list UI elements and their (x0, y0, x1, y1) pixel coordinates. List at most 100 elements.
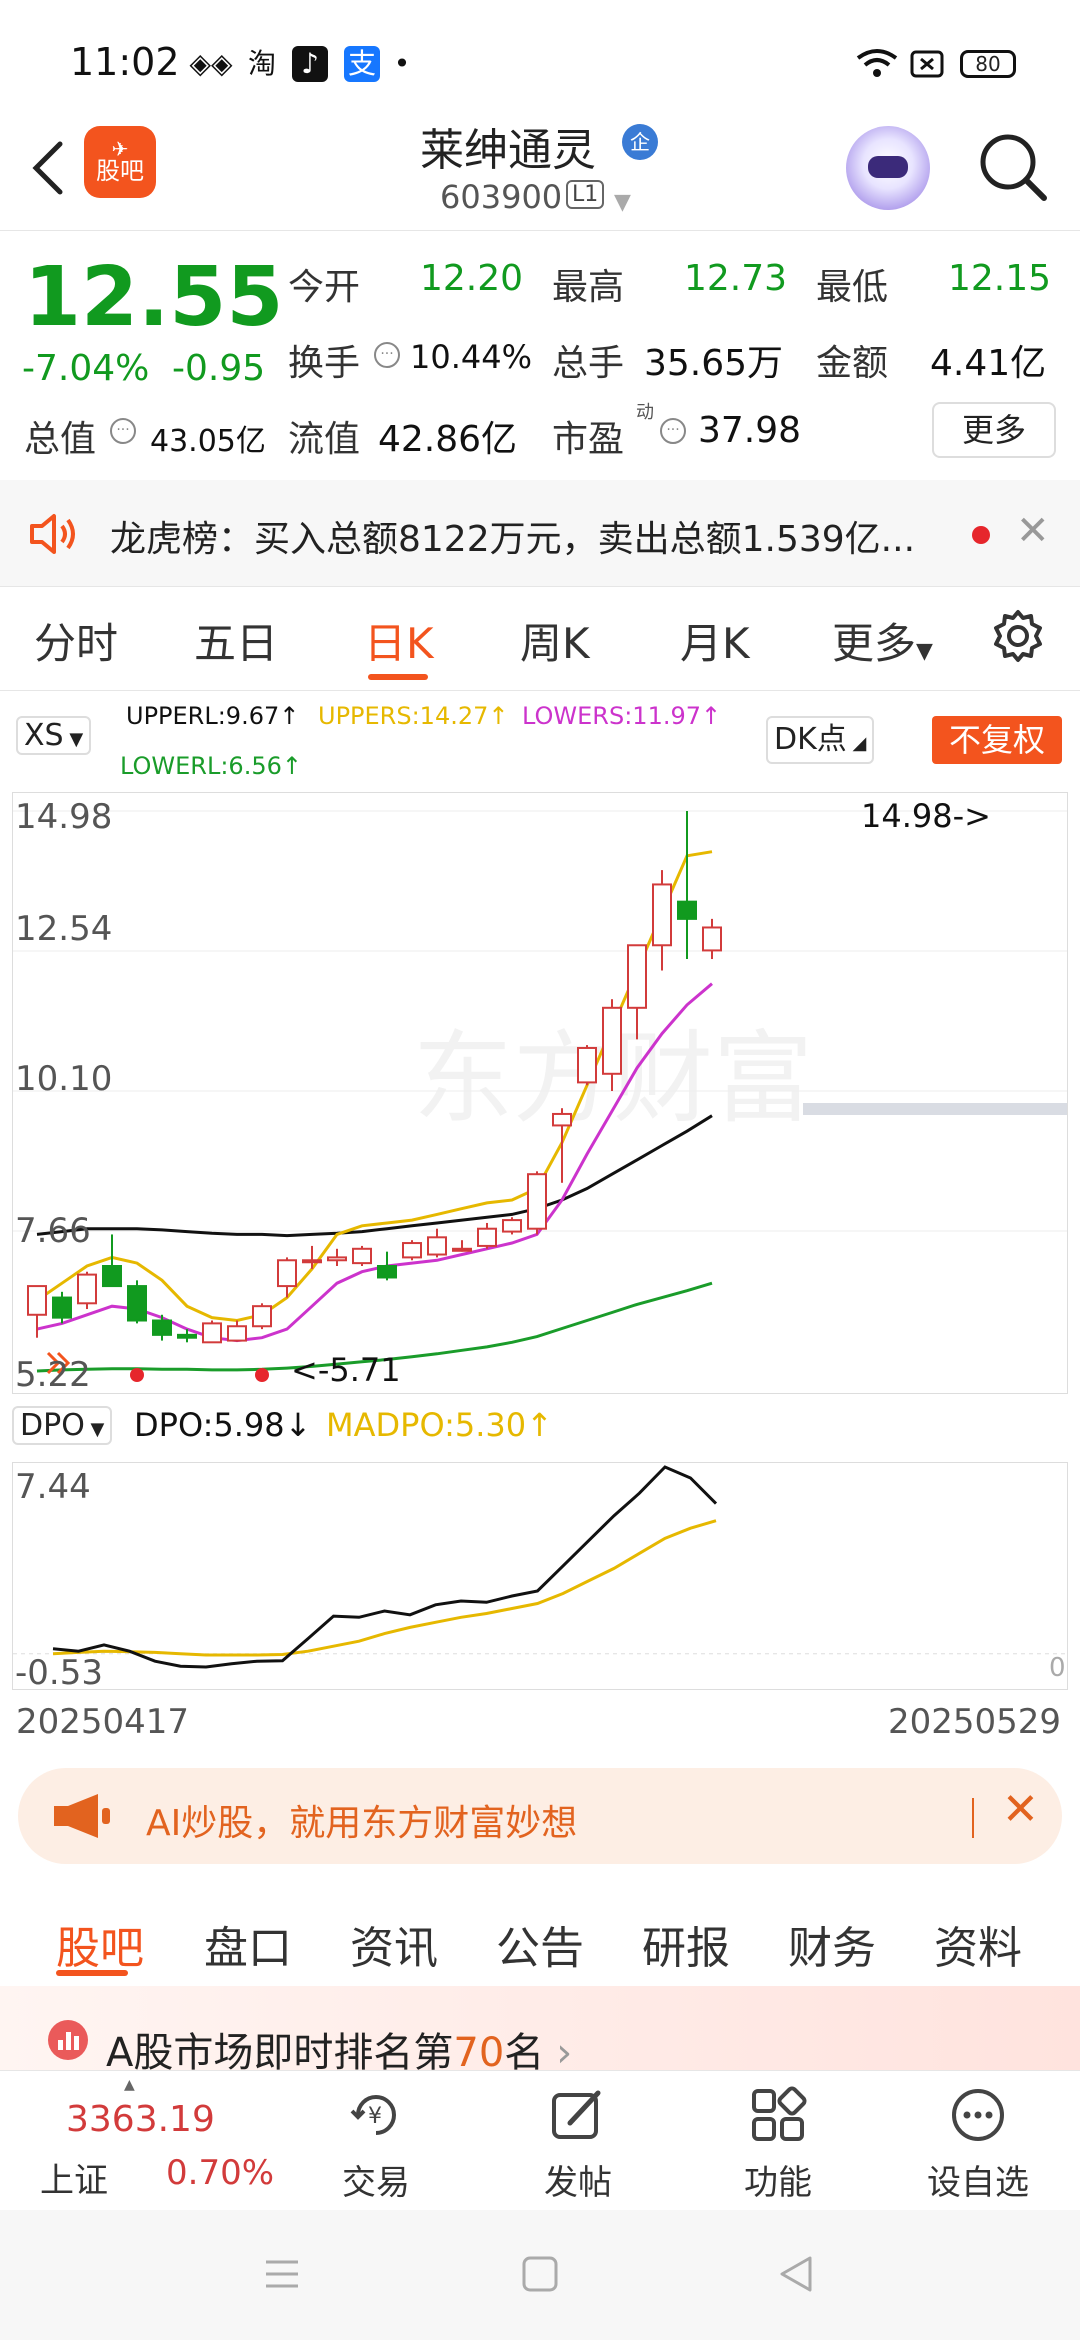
legend-upperl: UPPERL:9.67↑ (126, 702, 300, 730)
tab-more[interactable]: 更多▼ (832, 610, 933, 671)
y-tick-4: 7.66 (15, 1211, 91, 1251)
stock-name: 莱绅通灵 (420, 125, 596, 176)
tab-finance[interactable]: 财务 (788, 1923, 876, 1974)
nav-add-watchlist-label: 设自选 (927, 2163, 1029, 2203)
x-start-date: 20250417 (16, 1702, 190, 1742)
turnover-value: 10.44% (410, 338, 533, 376)
sub-indicator-selector[interactable]: DPO ▼ (12, 1406, 113, 1445)
index-name[interactable]: 上证 (40, 2161, 108, 2201)
more-dots-icon (952, 2089, 1004, 2141)
info-icon[interactable]: ··· (374, 342, 400, 368)
dpo-y-tick-min: -0.53 (15, 1653, 103, 1693)
svg-text:¥: ¥ (368, 2104, 382, 2129)
candle-body (27, 1285, 47, 1316)
candle-body (452, 1247, 472, 1252)
amount-label: 金额 (816, 343, 889, 384)
header-divider (0, 230, 1080, 231)
level-badge[interactable]: L1 (566, 180, 605, 209)
nav-functions[interactable]: 功能 (708, 2085, 848, 2205)
tab-news[interactable]: 资讯 (350, 1923, 438, 1974)
candle-body (627, 944, 647, 1009)
info-icon[interactable]: ··· (660, 418, 686, 444)
guba-logo[interactable]: ✈ 股吧 (84, 126, 156, 198)
low-label: 最低 (816, 267, 889, 308)
search-icon[interactable] (976, 130, 1050, 204)
more-quote-button[interactable]: 更多 (932, 402, 1056, 458)
candle-body (277, 1259, 297, 1288)
trade-yen-icon: ¥ (350, 2095, 396, 2135)
index-change[interactable]: 0.70% (166, 2153, 275, 2193)
tab-intraday[interactable]: 分时 (34, 619, 119, 668)
nav-add-watchlist[interactable]: 设自选 (908, 2085, 1048, 2205)
ai-promo-banner[interactable]: AI炒股，就用东方财富妙想 ✕ (18, 1768, 1062, 1864)
dpo-zero-label: 0 (1049, 1653, 1066, 1683)
legend-lowerl: LOWERL:6.56↑ (120, 752, 302, 780)
robot-visor (868, 156, 908, 178)
home-square-icon[interactable] (520, 2254, 560, 2294)
candle-body (252, 1305, 272, 1328)
candle-body (527, 1173, 547, 1230)
rank-strip[interactable] (0, 1986, 1080, 2070)
y-tick-3: 10.10 (15, 1059, 113, 1099)
tab-guba[interactable]: 股吧 (56, 1923, 144, 1974)
close-icon[interactable]: ✕ (1002, 1784, 1039, 1835)
nav-trade[interactable]: ¥ 交易 (306, 2085, 446, 2205)
kline-chart-frame[interactable]: 东方财富 14.98 12.54 10.10 7.66 5.22 14.98->… (12, 792, 1068, 1395)
dk-signal-marker (46, 1351, 71, 1375)
volume-label: 总手 (552, 343, 625, 384)
menu-icon[interactable] (262, 2254, 302, 2294)
stock-code[interactable]: 603900 (440, 178, 563, 216)
tab-research[interactable]: 研报 (642, 1923, 730, 1974)
candle-body (102, 1265, 122, 1288)
tab-five-day[interactable]: 五日 (194, 619, 279, 668)
index-value[interactable]: 3363.19 (66, 2099, 215, 2140)
dpo-chart-frame[interactable]: 7.44 -0.53 0 (12, 1462, 1068, 1693)
nav-post[interactable]: 发帖 (508, 2085, 648, 2205)
back-triangle-icon[interactable] (776, 2254, 816, 2294)
dk-point-toggle[interactable]: DK点 ◢ (766, 716, 875, 764)
tab-daily-k[interactable]: 日K (364, 619, 434, 668)
info-icon[interactable]: ··· (110, 418, 136, 444)
caret-up-icon: ▲ (124, 2077, 135, 2093)
candle-body (702, 926, 722, 952)
legend-dpo: DPO:5.98↓ (134, 1406, 312, 1444)
ai-robot-avatar[interactable] (846, 126, 930, 210)
compose-icon (552, 2090, 601, 2139)
back-arrow-icon[interactable] (28, 138, 68, 198)
caret-down-icon: ▼ (84, 1419, 105, 1440)
logo-plane-icon: ✈ (111, 137, 129, 161)
bar-chart-icon (58, 2032, 79, 2050)
chevron-down-icon[interactable]: ▼ (614, 190, 631, 215)
tab-monthly-k[interactable]: 月K (680, 619, 750, 668)
sim-card-icon (910, 50, 944, 78)
tab-profile[interactable]: 资料 (934, 1923, 1022, 1974)
rank-text[interactable]: A股市场即时排名第70名 › (106, 2020, 572, 2078)
high-value: 12.73 (684, 258, 788, 299)
legend-uppers: UPPERS:14.27↑ (318, 702, 509, 730)
candle-body (602, 1006, 622, 1075)
notice-text[interactable]: 龙虎榜：买入总额8122万元，卖出总额1.539亿... (110, 519, 916, 560)
current-price: 12.55 (24, 250, 284, 345)
close-icon[interactable]: ✕ (1016, 508, 1050, 554)
tab-weekly-k[interactable]: 周K (520, 619, 590, 668)
rank-prefix: A股市场即时排名第 (106, 2030, 454, 2076)
candle-body (152, 1319, 172, 1336)
caret-down-icon: ▼ (916, 639, 933, 664)
upperl-line (36, 1114, 713, 1238)
lowerl-line (36, 1281, 713, 1373)
x-end-date: 20250529 (888, 1702, 1062, 1742)
gear-icon[interactable] (990, 608, 1046, 664)
banner-separator (972, 1798, 974, 1838)
main-indicator-selector[interactable]: XS ▼ (16, 716, 92, 755)
tab-pankou[interactable]: 盘口 (204, 1923, 292, 1974)
chevron-right-icon: › (556, 2030, 573, 2076)
alipay-icon: 支 (344, 46, 380, 82)
candle-body (77, 1273, 97, 1305)
sell-point-marker (130, 1368, 144, 1382)
ai-promo-text[interactable]: AI炒股，就用东方财富妙想 (146, 1803, 578, 1844)
dragon-tiger-notice[interactable]: 龙虎榜：买入总额8122万元，卖出总额1.539亿... ✕ (0, 480, 1080, 586)
nav-post-label: 发帖 (544, 2163, 612, 2203)
adjustment-toggle-button[interactable]: 不复权 (932, 716, 1062, 764)
tab-announcements[interactable]: 公告 (496, 1923, 584, 1974)
total-value-label: 总值 (24, 419, 97, 460)
